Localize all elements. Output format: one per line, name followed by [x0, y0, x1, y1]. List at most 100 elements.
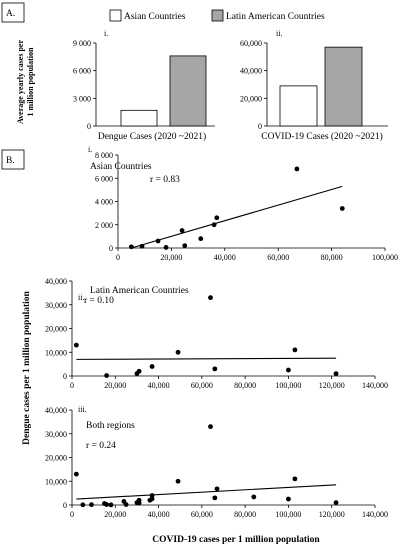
panel-b-box — [1, 149, 25, 170]
trend-line — [76, 357, 337, 360]
y-tick-label: 30,000 — [45, 430, 67, 439]
data-point — [175, 478, 181, 484]
legend-swatch-asian — [109, 9, 122, 22]
x-tick-label: 20,000 — [160, 253, 182, 262]
data-point — [208, 295, 213, 301]
panel-tag: ii. — [78, 293, 84, 302]
y-tick-label: 2 000 — [95, 221, 113, 230]
panel-b-xlabel: COVID-19 cases per 1 million population — [152, 535, 320, 545]
panel-a-ylabel-line1: Average yearly cases per — [16, 40, 25, 124]
scatter-chart-b1: 0 2 000 4 000 6 000 8 000 0 20,000 40,000 60,000… — [88, 145, 398, 262]
data-point — [339, 206, 345, 211]
y-tick-label: 0 — [109, 244, 113, 253]
data-point — [104, 373, 110, 378]
data-point — [128, 244, 134, 250]
x-tick-label: 120,000 — [319, 381, 345, 390]
y-tick-label: 30,000 — [45, 301, 67, 310]
y-tick-label: 9 000 — [73, 39, 91, 48]
trend-line — [131, 185, 343, 249]
data-point — [155, 238, 161, 244]
data-point — [333, 500, 339, 506]
data-point — [139, 243, 145, 249]
y-tick-label: 0 — [63, 372, 67, 381]
data-point — [149, 364, 155, 369]
data-point — [182, 243, 188, 249]
x-tick-label: 140,000 — [362, 510, 388, 519]
y-tick-label: 40,000 — [240, 67, 262, 76]
data-point — [212, 366, 218, 372]
x-tick-label: 60,000 — [191, 381, 213, 390]
trend-line — [76, 484, 337, 500]
x-tick-label: 20,000 — [104, 381, 126, 390]
scatter-chart-b2: 0 10,000 20,000 30,000 40,000 0 20,000 40,000 60… — [45, 277, 388, 390]
scatter-chart-b3: 0 10,000 20,000 30,000 40,000 0 20,000 40,000 60… — [45, 405, 388, 519]
y-tick-label: 6 000 — [95, 174, 113, 183]
x-tick-label: 80,000 — [234, 510, 256, 519]
data-point — [136, 500, 142, 506]
x-tick-label: 100,000 — [372, 253, 398, 262]
data-point — [333, 371, 339, 377]
data-point — [198, 236, 204, 242]
x-tick-label: 60,000 — [191, 510, 213, 519]
data-point — [123, 502, 129, 507]
data-point — [73, 471, 79, 477]
correlation-label: r = 0.83 — [150, 175, 180, 185]
data-point — [136, 368, 142, 374]
x-tick-label: 100,000 — [275, 510, 301, 519]
x-tick-label: 0 — [116, 253, 120, 262]
data-point — [149, 493, 155, 498]
legend-swatch-latin — [211, 9, 224, 22]
x-tick-label: 120,000 — [319, 510, 345, 519]
data-point — [179, 228, 185, 233]
correlation-label: r = 0.10 — [84, 296, 114, 306]
y-tick-label: 6 000 — [73, 67, 91, 76]
data-point — [80, 502, 86, 508]
x-tick-label: 80,000 — [234, 381, 256, 390]
data-point — [73, 342, 79, 348]
bar-chart-a2: 0 20,000 40,000 60,000 ii. COVID-19 Cases (20… — [240, 29, 388, 142]
chart-title: Asian Countries — [90, 162, 152, 172]
x-tick-label: 20,000 — [104, 510, 126, 519]
data-point — [104, 502, 110, 507]
data-point — [89, 502, 94, 508]
y-tick-label: 0 — [87, 122, 91, 131]
y-tick-label: 60,000 — [240, 39, 262, 48]
panel-b-ylabel: Dengue cases per 1 million population — [22, 290, 32, 444]
x-tick-label: 40,000 — [214, 253, 236, 262]
panel-a-ylabel-line2: 1 million population — [26, 47, 35, 116]
data-point — [251, 494, 257, 500]
chart-title: Latin American Countries — [90, 286, 189, 296]
bar-latin — [324, 46, 363, 127]
y-tick-label: 3 000 — [73, 94, 91, 103]
y-tick-label: 20,000 — [45, 454, 67, 463]
y-tick-label: 20,000 — [45, 325, 67, 334]
bar-asian — [120, 109, 158, 127]
legend-label-asian: Asian Countries — [124, 12, 186, 22]
x-axis-label: COVID-19 Cases (2020 ~2021) — [261, 131, 383, 142]
data-point — [108, 502, 114, 508]
panel-tag: i. — [104, 29, 108, 38]
data-point — [175, 349, 181, 355]
panel-tag: ii. — [276, 29, 282, 38]
data-point — [292, 347, 298, 353]
legend-label-latin: Latin American Countries — [226, 12, 325, 22]
y-tick-label: 40,000 — [45, 406, 67, 415]
data-point — [212, 495, 218, 501]
panel-b-label: B. — [6, 156, 15, 166]
data-point — [294, 166, 300, 172]
bar-asian — [279, 85, 318, 127]
data-point — [214, 215, 220, 221]
x-tick-label: 140,000 — [362, 381, 388, 390]
data-point — [286, 496, 291, 502]
y-tick-label: 40,000 — [45, 277, 67, 286]
data-point — [211, 222, 217, 228]
y-tick-label: 8 000 — [95, 151, 113, 160]
data-point — [286, 367, 291, 373]
panel-a-label: A. — [6, 9, 15, 19]
y-tick-label: 20,000 — [240, 94, 262, 103]
bar-latin — [169, 55, 207, 127]
x-tick-label: 40,000 — [148, 510, 170, 519]
x-tick-label: 0 — [70, 381, 74, 390]
y-tick-label: 4 000 — [95, 198, 113, 207]
